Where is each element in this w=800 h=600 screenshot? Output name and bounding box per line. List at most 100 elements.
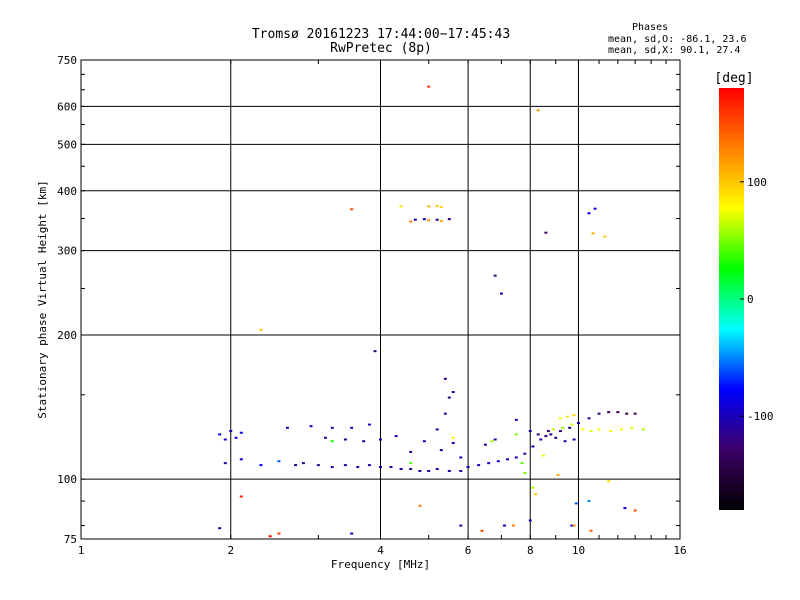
phase-stats-heading: Phases bbox=[632, 22, 669, 33]
data-point-x bbox=[427, 219, 431, 222]
data-point-x bbox=[330, 440, 334, 443]
data-point-o bbox=[259, 464, 263, 467]
data-point-o bbox=[435, 468, 439, 471]
colorbar-tick-label: 0 bbox=[747, 293, 754, 306]
data-point-o bbox=[285, 426, 289, 429]
data-point-o bbox=[554, 436, 558, 439]
data-point-o bbox=[443, 412, 447, 415]
data-point-o bbox=[587, 500, 591, 503]
data-point-o bbox=[294, 464, 298, 467]
data-point-o bbox=[568, 426, 572, 429]
data-point-o bbox=[418, 469, 422, 472]
data-point-o bbox=[477, 464, 481, 467]
data-point-x bbox=[556, 474, 560, 477]
data-point-o bbox=[514, 418, 518, 421]
phase-colorbar: [deg] 100 0 -100 bbox=[714, 71, 774, 510]
y-tick-label: 400 bbox=[57, 185, 77, 198]
data-point-o bbox=[413, 218, 417, 221]
data-point-o bbox=[587, 212, 591, 215]
data-point-x bbox=[541, 454, 545, 457]
data-point-x bbox=[427, 85, 431, 88]
data-point-x bbox=[561, 426, 565, 429]
data-point-o bbox=[409, 450, 413, 453]
y-tick-label: 500 bbox=[57, 138, 77, 151]
data-point-o bbox=[435, 428, 439, 431]
y-tick-label: 750 bbox=[57, 54, 77, 67]
data-point-o bbox=[597, 412, 601, 415]
data-point-x bbox=[259, 328, 263, 331]
data-point-x bbox=[619, 428, 623, 431]
y-tick-label: 300 bbox=[57, 245, 77, 258]
grid-lines bbox=[81, 60, 680, 539]
x-tick-label: 10 bbox=[572, 544, 585, 557]
data-point-o bbox=[576, 421, 580, 424]
data-point-o bbox=[544, 435, 548, 438]
chart-title: Tromsø 20161223 17:44:00−17:45:43 bbox=[251, 27, 511, 42]
data-point-x bbox=[409, 462, 413, 465]
data-point-o bbox=[394, 435, 398, 438]
data-point-o bbox=[558, 430, 562, 433]
data-point-o bbox=[309, 425, 313, 428]
data-point-x bbox=[451, 436, 455, 439]
data-point-x bbox=[607, 480, 611, 483]
data-point-o bbox=[218, 433, 222, 436]
x-tick-label: 1 bbox=[78, 544, 85, 557]
data-point-o bbox=[439, 449, 443, 452]
data-point-x bbox=[268, 535, 272, 538]
data-point-o bbox=[229, 430, 233, 433]
data-point-o bbox=[399, 468, 403, 471]
data-point-x bbox=[523, 472, 527, 475]
data-point-o bbox=[505, 458, 509, 461]
data-point-o bbox=[447, 396, 451, 399]
data-point-o bbox=[389, 466, 393, 469]
data-point-x bbox=[531, 486, 535, 489]
data-point-x bbox=[597, 428, 601, 431]
data-point-o bbox=[239, 458, 243, 461]
x-tick-label: 8 bbox=[527, 544, 534, 557]
data-point-o bbox=[350, 426, 354, 429]
data-point-o bbox=[625, 412, 629, 415]
colorbar-label: [deg] bbox=[714, 71, 753, 86]
y-tick-label: 100 bbox=[57, 473, 77, 486]
data-point-o bbox=[447, 218, 451, 221]
data-point-o bbox=[493, 274, 497, 277]
data-point-o bbox=[409, 468, 413, 471]
data-point-o bbox=[451, 391, 455, 394]
data-point-o bbox=[451, 441, 455, 444]
phase-stats-x: mean, sd,X: 90.1, 27.4 bbox=[608, 45, 741, 56]
data-point-o bbox=[367, 423, 371, 426]
data-point-o bbox=[343, 464, 347, 467]
data-point-o bbox=[536, 433, 540, 436]
data-point-o bbox=[574, 502, 578, 505]
data-point-x bbox=[490, 440, 494, 443]
data-point-o bbox=[544, 231, 548, 234]
data-point-o bbox=[459, 524, 463, 527]
x-axis-label: Frequency [MHz] bbox=[331, 558, 430, 571]
data-point-o bbox=[531, 445, 535, 448]
data-point-o bbox=[218, 527, 222, 530]
data-point-o bbox=[539, 438, 543, 441]
data-point-o bbox=[528, 519, 532, 522]
data-point-x bbox=[520, 462, 524, 465]
data-point-x bbox=[418, 504, 422, 507]
data-point-x bbox=[572, 524, 576, 527]
data-point-o bbox=[549, 433, 553, 436]
data-point-x bbox=[536, 109, 540, 112]
data-point-x bbox=[439, 205, 443, 208]
data-point-o bbox=[362, 440, 366, 443]
data-point-o bbox=[487, 462, 491, 465]
data-point-o bbox=[373, 350, 377, 353]
data-point-o bbox=[379, 438, 382, 441]
data-point-o bbox=[330, 466, 334, 469]
data-point-o bbox=[496, 460, 500, 463]
data-point-x bbox=[534, 493, 538, 496]
x-tick-label: 4 bbox=[377, 544, 384, 557]
data-point-o bbox=[422, 218, 426, 221]
axis-ticks bbox=[80, 59, 681, 540]
data-points bbox=[218, 85, 645, 538]
data-point-x bbox=[603, 235, 607, 238]
data-point-x bbox=[558, 417, 562, 420]
y-tick-label: 600 bbox=[57, 100, 77, 113]
data-point-x bbox=[633, 509, 637, 512]
